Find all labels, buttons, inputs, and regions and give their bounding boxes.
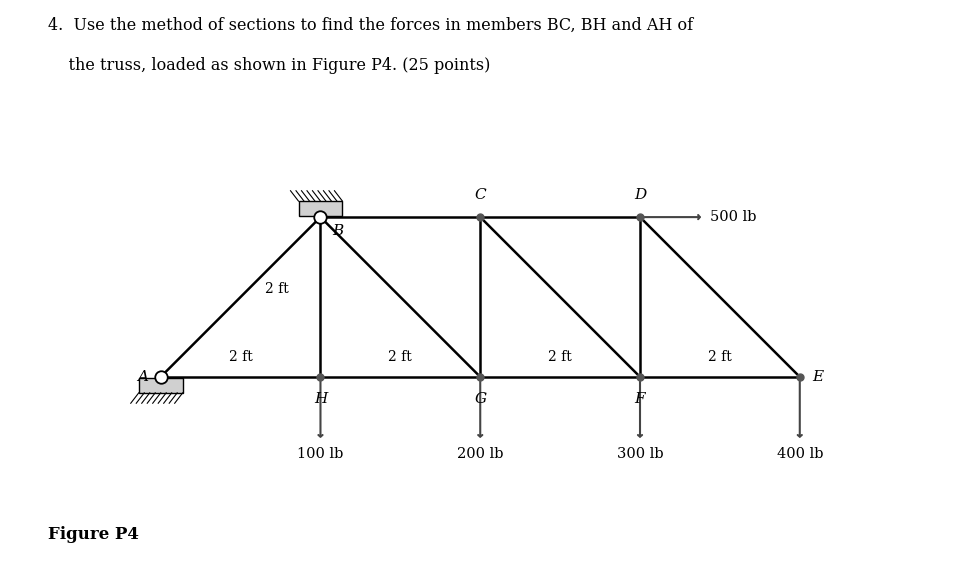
Bar [298, 201, 343, 216]
Text: H: H [314, 392, 327, 406]
Text: 2 ft: 2 ft [708, 350, 732, 364]
Text: 100 lb: 100 lb [297, 447, 344, 461]
Text: the truss, loaded as shown in Figure P4. (25 points): the truss, loaded as shown in Figure P4.… [48, 57, 491, 74]
Text: 4.  Use the method of sections to find the forces in members BC, BH and AH of: 4. Use the method of sections to find th… [48, 17, 693, 34]
Text: A: A [137, 370, 149, 384]
Text: 500 lb: 500 lb [711, 210, 757, 224]
Text: 400 lb: 400 lb [776, 447, 823, 461]
Text: 300 lb: 300 lb [617, 447, 663, 461]
Bar [138, 379, 183, 393]
Text: B: B [332, 225, 344, 238]
Text: F: F [635, 392, 646, 406]
Text: C: C [474, 188, 486, 201]
Text: 2 ft: 2 ft [228, 350, 253, 364]
Text: G: G [474, 392, 486, 406]
Text: 2 ft: 2 ft [388, 350, 412, 364]
Text: 2 ft: 2 ft [548, 350, 572, 364]
Text: Figure P4: Figure P4 [48, 526, 139, 543]
Text: E: E [812, 370, 823, 384]
Text: 200 lb: 200 lb [457, 447, 503, 461]
Text: D: D [634, 188, 646, 201]
Text: 2 ft: 2 ft [264, 282, 288, 296]
